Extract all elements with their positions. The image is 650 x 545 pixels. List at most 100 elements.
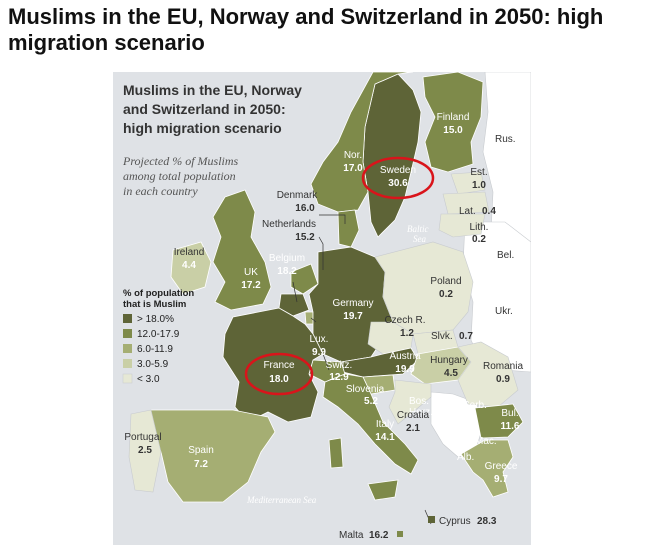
- region-lithuania: [438, 213, 486, 238]
- label-macedonia: Mac.: [475, 436, 497, 447]
- region-belgium: [278, 293, 310, 317]
- leader-line-netherlands: [318, 236, 324, 270]
- value-estonia: 1.0: [472, 180, 486, 191]
- map-subtitle-line-1: Projected % of Muslims: [122, 154, 239, 168]
- label-italy: Italy: [376, 419, 394, 430]
- label-greece: Greece: [485, 461, 518, 472]
- label-netherlands: Netherlands: [262, 219, 316, 230]
- value-greece: 9.7: [494, 474, 508, 485]
- map-figure: Muslims in the EU, Norway and Switzerlan…: [113, 72, 531, 545]
- value-uk: 17.2: [241, 280, 261, 291]
- legend-title-line-2: that is Muslim: [123, 299, 186, 310]
- value-slovakia: 0.7: [459, 331, 473, 342]
- region-netherlands: [290, 263, 319, 295]
- region-sardinia: [328, 437, 344, 469]
- label-belgium: Belgium: [269, 253, 305, 264]
- label-bulgaria: Bul.: [501, 408, 518, 419]
- value-bulgaria: 11.6: [501, 421, 520, 432]
- label-belarus: Bel.: [497, 250, 514, 261]
- sea-label-sea: Sea: [413, 234, 426, 244]
- region-greece: [460, 439, 514, 498]
- value-luxembourg: 9.9: [312, 347, 326, 358]
- map-subtitle-line-3: in each country: [123, 184, 198, 198]
- value-austria: 19.9: [395, 364, 415, 375]
- map-title-line-3: high migration scenario: [123, 120, 282, 136]
- region-bulgaria: [474, 403, 524, 439]
- europe-map: Muslims in the EU, Norway and Switzerlan…: [113, 72, 531, 545]
- leader-line-luxembourg: [310, 317, 317, 323]
- label-albania: Alb.: [457, 452, 474, 463]
- value-slovenia: 5.2: [364, 396, 378, 407]
- value-spain: 7.2: [194, 459, 208, 470]
- value-hungary: 4.5: [444, 368, 458, 379]
- value-france: 18.0: [269, 374, 289, 385]
- region-denmark: [337, 209, 360, 248]
- label-romania: Romania: [483, 361, 523, 372]
- value-sweden: 30.6: [388, 178, 408, 189]
- label-slovakia: Slvk.: [431, 331, 453, 342]
- legend-swatch-3: [123, 344, 132, 353]
- region-croatia: [388, 379, 432, 425]
- value-norway: 17.0: [343, 163, 363, 174]
- value-malta: 16.2: [369, 530, 389, 541]
- label-estonia: Est.: [470, 167, 487, 178]
- legend-label-2: 12.0-17.9: [137, 329, 180, 340]
- region-finland: [422, 72, 484, 173]
- value-netherlands: 15.2: [295, 232, 315, 243]
- region-estonia: [450, 171, 486, 195]
- value-croatia: 2.1: [406, 423, 420, 434]
- legend-swatch-5: [122, 373, 133, 384]
- label-cyprus: Cyprus: [439, 516, 471, 527]
- legend-swatch-2: [123, 329, 132, 338]
- value-poland: 0.2: [439, 289, 453, 300]
- label-malta: Malta: [339, 530, 364, 541]
- value-belgium: 18.2: [277, 266, 297, 277]
- label-poland: Poland: [430, 276, 461, 287]
- region-italy: [322, 373, 419, 475]
- map-subtitle-line-2: among total population: [123, 169, 236, 183]
- label-slovenia: Slovenia: [346, 384, 385, 395]
- value-romania: 0.9: [496, 374, 510, 385]
- value-czech: 1.2: [400, 328, 414, 339]
- value-cyprus: 28.3: [477, 516, 497, 527]
- region-norway: [310, 72, 414, 213]
- label-norway: Nor.: [344, 150, 362, 161]
- page-title: Muslims in the EU, Norway and Switzerlan…: [8, 4, 604, 55]
- cyprus-marker: [428, 516, 435, 523]
- label-serbia: Serb.: [463, 400, 487, 411]
- label-bosnia: Bos.: [409, 396, 429, 407]
- leader-line-belgium: [292, 281, 298, 303]
- region-ireland: [170, 241, 212, 295]
- legend-label-1: > 18.0%: [137, 314, 174, 325]
- label-uk: UK: [244, 267, 258, 278]
- label-finland: Finland: [437, 112, 470, 123]
- legend-swatch-1: [123, 314, 132, 323]
- value-portugal: 2.5: [138, 445, 152, 456]
- map-title-line-1: Muslims in the EU, Norway: [123, 82, 302, 98]
- label-denmark: Denmark: [277, 190, 319, 201]
- legend-swatch-4: [123, 359, 132, 368]
- value-germany: 19.7: [343, 311, 363, 322]
- sweden-highlight-circle: [361, 156, 435, 200]
- label-latvia: Lat.: [459, 206, 476, 217]
- label-spain: Spain: [188, 445, 214, 456]
- value-latvia: 0.4: [482, 206, 496, 217]
- region-sicily: [367, 479, 399, 501]
- legend-label-3: 6.0-11.9: [137, 344, 173, 355]
- label-ukraine: Ukr.: [495, 306, 513, 317]
- france-highlight-circle: [244, 352, 314, 396]
- label-germany: Germany: [332, 298, 373, 309]
- value-denmark: 16.0: [295, 203, 315, 214]
- value-lithuania: 0.2: [472, 234, 486, 245]
- legend: % of population that is Muslim > 18.0% 1…: [122, 288, 194, 385]
- legend-label-4: 3.0-5.9: [137, 359, 169, 370]
- label-russia: Rus.: [495, 134, 516, 145]
- label-switzerland: Switz.: [326, 360, 353, 371]
- legend-label-5: < 3.0: [137, 374, 160, 385]
- label-hungary: Hungary: [430, 355, 468, 366]
- legend-title-line-1: % of population: [123, 288, 194, 299]
- sea-label-mediterranean: Mediterranean Sea: [246, 495, 317, 505]
- region-uk: [212, 189, 272, 311]
- malta-marker: [397, 531, 403, 537]
- label-czech: Czech R.: [384, 315, 425, 326]
